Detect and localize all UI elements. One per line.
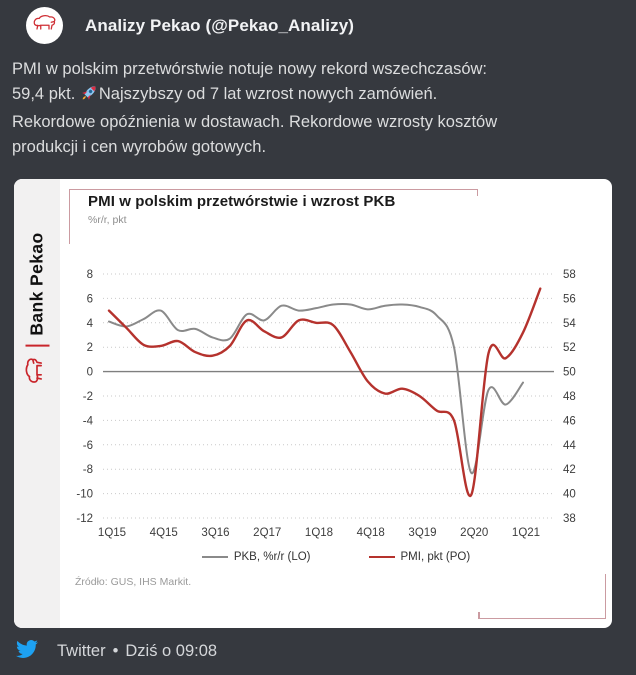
- svg-text:4: 4: [87, 318, 94, 330]
- svg-text:-8: -8: [83, 464, 93, 476]
- svg-text:4Q18: 4Q18: [357, 527, 385, 539]
- svg-text:-4: -4: [83, 415, 94, 427]
- svg-text:4Q15: 4Q15: [150, 527, 178, 539]
- pekao-bison-logo-icon: [31, 13, 58, 38]
- svg-text:44: 44: [563, 440, 576, 452]
- footer-separator: •: [112, 642, 119, 660]
- svg-text:48: 48: [563, 391, 576, 403]
- svg-text:-6: -6: [83, 440, 93, 452]
- chart-image-card[interactable]: Bank Pekao PMI w polskim przetwórstwie i…: [14, 179, 612, 628]
- svg-text:-2: -2: [83, 391, 93, 403]
- svg-text:2Q17: 2Q17: [253, 527, 281, 539]
- chart-title: PMI w polskim przetwórstwie i wzrost PKB: [88, 193, 396, 210]
- legend-item-pkb: PKB, %r/r (LO): [201, 551, 311, 563]
- tweet-line: Rekordowe opóźnienia w dostawach. Rekord…: [12, 113, 498, 131]
- bank-pekao-brand-strip: Bank Pekao: [14, 179, 60, 628]
- svg-text:-10: -10: [76, 489, 93, 501]
- svg-text:38: 38: [563, 513, 576, 525]
- svg-text:-12: -12: [76, 513, 93, 525]
- tweet-line: PMI w polskim przetwórstwie notuje nowy …: [12, 60, 487, 78]
- svg-text:52: 52: [563, 342, 576, 354]
- svg-text:54: 54: [563, 318, 576, 330]
- pkb-line-swatch: [201, 555, 228, 559]
- legend-item-pmi: PMI, pkt (PO): [368, 551, 470, 563]
- svg-text:6: 6: [87, 293, 93, 305]
- footer-source-link[interactable]: Twitter: [57, 642, 106, 660]
- avatar[interactable]: [26, 7, 63, 44]
- svg-text:3Q16: 3Q16: [201, 527, 229, 539]
- svg-text:46: 46: [563, 415, 576, 427]
- chart-legend: PKB, %r/r (LO) PMI, pkt (PO): [60, 551, 612, 563]
- svg-text:1Q21: 1Q21: [512, 527, 540, 539]
- pekao-bison-logo-icon: [24, 356, 51, 386]
- svg-text:0: 0: [87, 367, 93, 379]
- chart-units-label: %r/r, pkt: [88, 214, 127, 226]
- svg-text:58: 58: [563, 269, 576, 281]
- corner-accent-bracket: [478, 574, 606, 619]
- title-accent-bracket: [69, 189, 478, 244]
- tweet-header: Analizy Pekao (@Pekao_Analizy): [26, 7, 636, 44]
- tweet-text: PMI w polskim przetwórstwie notuje nowy …: [12, 57, 624, 160]
- account-name[interactable]: Analizy Pekao (@Pekao_Analizy): [85, 15, 355, 35]
- svg-text:8: 8: [87, 269, 93, 281]
- footer-timestamp: Dziś o 09:08: [125, 642, 218, 660]
- svg-text:42: 42: [563, 464, 576, 476]
- brand-name: Bank Pekao: [26, 232, 47, 336]
- twitter-bird-icon: [16, 638, 38, 665]
- embed-footer: Twitter • Dziś o 09:08: [16, 638, 636, 665]
- svg-text:1Q18: 1Q18: [305, 527, 333, 539]
- tweet-line: 59,4 pkt. Najszybszy od 7 lat wzrost now…: [12, 82, 624, 110]
- pmi-pkb-chart: -12 38 -10 40 -8 42 -6 44 -4 46 -2 48 0 50 2 52 4 54 6 56 8 5…: [76, 269, 576, 539]
- svg-text:1Q15: 1Q15: [98, 527, 126, 539]
- svg-text:56: 56: [563, 293, 576, 305]
- svg-text:40: 40: [563, 489, 576, 501]
- tweet-line: produkcji i cen wyrobów gotowych.: [12, 138, 267, 156]
- svg-text:2: 2: [87, 342, 93, 354]
- brand-divider: [25, 344, 49, 347]
- svg-text:50: 50: [563, 367, 576, 379]
- rocket-emoji-icon: [80, 83, 99, 110]
- svg-text:2Q20: 2Q20: [460, 527, 488, 539]
- chart-source-note: Źródło: GUS, IHS Markit.: [75, 576, 192, 588]
- svg-text:3Q19: 3Q19: [408, 527, 436, 539]
- pmi-line-swatch: [368, 555, 395, 559]
